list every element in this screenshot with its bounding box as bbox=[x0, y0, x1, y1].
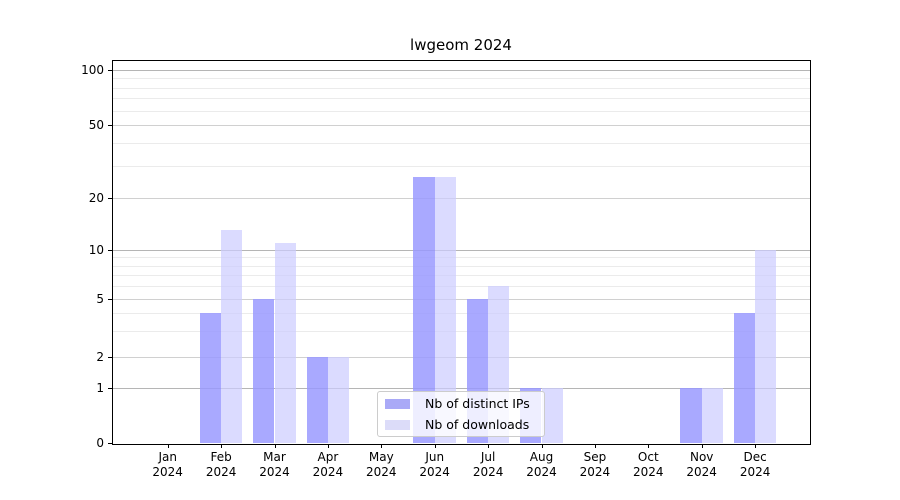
gridline-minor-6 bbox=[113, 286, 810, 288]
gridline-minor-60 bbox=[113, 110, 810, 112]
y-tick-mark-100 bbox=[108, 70, 112, 71]
y-tick-label-0: 0 bbox=[96, 436, 104, 450]
gridline-minor-40 bbox=[113, 142, 810, 144]
gridline-major-100 bbox=[113, 70, 810, 71]
x-tick-mark-sep bbox=[594, 444, 596, 448]
x-tick-mark-dec bbox=[755, 444, 757, 448]
x-tick-mark-feb bbox=[221, 444, 223, 448]
gridline-minor-8 bbox=[113, 265, 810, 267]
gridline-minor-9 bbox=[113, 257, 810, 259]
y-tick-mark-20 bbox=[108, 198, 112, 199]
legend-swatch-downloads-icon bbox=[385, 419, 410, 430]
gridline-minor-3 bbox=[113, 331, 810, 333]
x-tick-label-dec: Dec 2024 bbox=[739, 450, 771, 479]
gridline-minor-4 bbox=[113, 313, 810, 315]
gridline-major-1 bbox=[113, 388, 810, 389]
gridline-minor-80 bbox=[113, 87, 810, 89]
x-tick-label-sep: Sep 2024 bbox=[579, 450, 611, 479]
x-tick-label-jul: Jul 2024 bbox=[472, 450, 504, 479]
plot-content bbox=[113, 61, 810, 443]
bar-downloads-feb bbox=[221, 230, 243, 443]
bar-distinct-ips-apr bbox=[306, 357, 328, 443]
legend-item-distinct-ips: Nb of distinct IPs bbox=[385, 397, 537, 410]
bar-downloads-jun bbox=[434, 177, 456, 443]
chart-title: lwgeom 2024 bbox=[410, 36, 512, 54]
x-tick-label-nov: Nov 2024 bbox=[686, 450, 717, 479]
x-tick-mark-nov bbox=[701, 444, 703, 448]
x-tick-label-feb: Feb 2024 bbox=[205, 450, 237, 479]
y-tick-label-1: 1 bbox=[96, 381, 104, 395]
bar-distinct-ips-jun bbox=[413, 177, 435, 443]
bar-downloads-dec bbox=[755, 250, 777, 443]
y-tick-label-100: 100 bbox=[81, 63, 104, 77]
x-tick-label-jan: Jan 2024 bbox=[152, 450, 183, 479]
bar-distinct-ips-dec bbox=[733, 313, 756, 443]
x-tick-mark-apr bbox=[327, 444, 329, 448]
gridline-minor-7 bbox=[113, 275, 810, 277]
gridline-major-50 bbox=[113, 125, 810, 126]
bar-downloads-apr bbox=[327, 357, 350, 443]
gridline-minor-30 bbox=[113, 165, 810, 167]
x-tick-mark-jan bbox=[167, 444, 169, 448]
x-tick-label-apr: Apr 2024 bbox=[312, 450, 344, 479]
y-tick-label-50: 50 bbox=[88, 118, 104, 132]
bar-distinct-ips-nov bbox=[680, 388, 702, 443]
y-tick-mark-5 bbox=[108, 299, 112, 300]
gridline-major-5 bbox=[113, 299, 810, 300]
gridline-minor-90 bbox=[113, 78, 810, 80]
x-tick-label-may: May 2024 bbox=[366, 450, 397, 479]
y-tick-label-20: 20 bbox=[88, 191, 104, 205]
y-tick-label-10: 10 bbox=[88, 243, 104, 257]
y-tick-mark-0 bbox=[108, 443, 112, 444]
legend-label-distinct-ips: Nb of distinct IPs bbox=[425, 396, 530, 411]
y-tick-label-2: 2 bbox=[96, 350, 104, 364]
legend: Nb of distinct IPs Nb of downloads bbox=[377, 391, 545, 437]
y-tick-mark-1 bbox=[108, 388, 112, 389]
x-tick-mark-jun bbox=[434, 444, 436, 448]
y-tick-mark-2 bbox=[108, 357, 112, 358]
x-tick-label-mar: Mar 2024 bbox=[259, 450, 290, 479]
bar-distinct-ips-mar bbox=[253, 299, 275, 443]
bar-downloads-aug bbox=[541, 388, 563, 443]
x-tick-mark-aug bbox=[541, 444, 543, 448]
x-tick-mark-mar bbox=[274, 444, 276, 448]
bar-distinct-ips-feb bbox=[199, 313, 222, 443]
x-tick-label-oct: Oct 2024 bbox=[633, 450, 664, 479]
gridline-minor-70 bbox=[113, 98, 810, 100]
gridline-major-20 bbox=[113, 198, 810, 199]
bar-downloads-nov bbox=[701, 388, 723, 443]
y-tick-mark-50 bbox=[108, 125, 112, 126]
y-tick-label-5: 5 bbox=[96, 292, 104, 306]
x-tick-mark-jul bbox=[488, 444, 490, 448]
x-tick-label-jun: Jun 2024 bbox=[419, 450, 450, 479]
y-tick-mark-10 bbox=[108, 250, 112, 251]
x-tick-label-aug: Aug 2024 bbox=[526, 450, 557, 479]
x-tick-mark-oct bbox=[648, 444, 650, 448]
gridline-major-2 bbox=[113, 357, 810, 358]
gridline-major-10 bbox=[113, 250, 810, 251]
legend-item-downloads: Nb of downloads bbox=[385, 418, 537, 431]
x-tick-mark-may bbox=[381, 444, 383, 448]
legend-swatch-distinct-ips-icon bbox=[385, 398, 410, 409]
legend-label-downloads: Nb of downloads bbox=[425, 417, 530, 432]
bar-downloads-mar bbox=[274, 242, 296, 443]
